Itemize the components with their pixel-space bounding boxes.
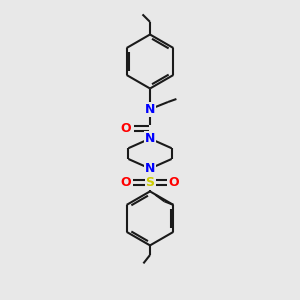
Text: N: N: [145, 162, 155, 175]
Text: O: O: [169, 176, 179, 189]
Text: N: N: [145, 132, 155, 145]
Text: O: O: [121, 122, 131, 135]
Text: N: N: [145, 103, 155, 116]
Text: S: S: [146, 176, 154, 189]
Text: O: O: [121, 176, 131, 189]
